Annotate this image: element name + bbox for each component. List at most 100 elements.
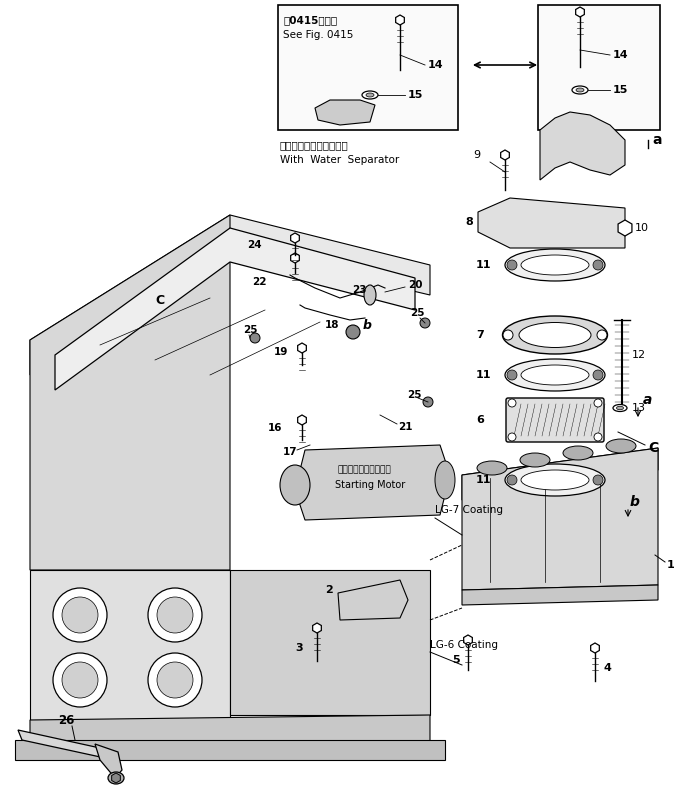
Polygon shape (15, 740, 445, 760)
Text: 11: 11 (476, 370, 491, 380)
FancyBboxPatch shape (506, 398, 604, 442)
Text: 20: 20 (408, 280, 423, 290)
Text: 13: 13 (632, 403, 646, 413)
Text: 11: 11 (476, 475, 491, 485)
Circle shape (507, 370, 517, 380)
Circle shape (157, 662, 193, 698)
Circle shape (62, 662, 98, 698)
Circle shape (508, 433, 516, 441)
Polygon shape (30, 715, 430, 745)
Text: 23: 23 (352, 285, 367, 295)
Circle shape (53, 653, 107, 707)
Circle shape (157, 597, 193, 633)
Polygon shape (18, 730, 105, 758)
Ellipse shape (521, 365, 589, 385)
Ellipse shape (502, 316, 608, 354)
Text: 17: 17 (283, 447, 298, 457)
Polygon shape (295, 445, 450, 520)
Text: 3: 3 (295, 643, 302, 653)
Circle shape (503, 330, 513, 340)
Text: LG-7 Coating: LG-7 Coating (435, 505, 503, 515)
Text: 25: 25 (407, 390, 421, 400)
Circle shape (507, 475, 517, 485)
Polygon shape (30, 570, 230, 720)
Circle shape (593, 475, 603, 485)
Circle shape (508, 399, 516, 407)
Ellipse shape (520, 453, 550, 467)
Circle shape (346, 325, 360, 339)
Text: 14: 14 (428, 60, 443, 70)
Text: 8: 8 (465, 217, 472, 227)
Circle shape (53, 588, 107, 642)
Circle shape (594, 433, 602, 441)
Ellipse shape (366, 93, 374, 97)
Polygon shape (55, 228, 415, 390)
Text: 25: 25 (243, 325, 257, 335)
Circle shape (148, 653, 202, 707)
Text: 15: 15 (613, 85, 628, 95)
Text: 9: 9 (473, 150, 480, 160)
Text: 6: 6 (476, 415, 484, 425)
Text: 11: 11 (476, 260, 491, 270)
Text: 5: 5 (452, 655, 460, 665)
Text: 2: 2 (325, 585, 333, 595)
Polygon shape (478, 198, 625, 248)
Circle shape (250, 333, 260, 343)
Ellipse shape (435, 461, 455, 499)
Circle shape (597, 330, 607, 340)
Text: With  Water  Separator: With Water Separator (280, 155, 399, 165)
Circle shape (593, 370, 603, 380)
Ellipse shape (364, 285, 376, 305)
Bar (538, 5, 660, 130)
Bar (278, 5, 458, 130)
Text: 18: 18 (325, 320, 340, 330)
Text: ウォータセパレータ付き: ウォータセパレータ付き (280, 140, 349, 150)
Polygon shape (462, 448, 658, 590)
Ellipse shape (280, 465, 310, 505)
Ellipse shape (616, 407, 624, 410)
Polygon shape (540, 112, 625, 180)
Circle shape (423, 397, 433, 407)
Text: 10: 10 (635, 223, 649, 233)
Text: スターティングモータ: スターティングモータ (338, 465, 392, 474)
Polygon shape (338, 580, 408, 620)
Ellipse shape (521, 470, 589, 490)
Ellipse shape (505, 359, 605, 391)
Text: 12: 12 (632, 350, 646, 360)
Ellipse shape (519, 323, 591, 348)
Ellipse shape (613, 404, 627, 411)
Text: b: b (630, 495, 640, 509)
Circle shape (507, 260, 517, 270)
Text: LG-6 Coating: LG-6 Coating (430, 640, 498, 650)
Ellipse shape (362, 91, 378, 99)
Ellipse shape (477, 461, 507, 475)
Ellipse shape (505, 464, 605, 496)
Polygon shape (462, 585, 658, 605)
Text: 21: 21 (398, 422, 412, 432)
Polygon shape (30, 215, 430, 375)
Text: a: a (652, 133, 662, 147)
Text: 26: 26 (58, 713, 74, 726)
Text: 15: 15 (408, 90, 423, 100)
Polygon shape (95, 744, 122, 778)
Text: 第0415図参照: 第0415図参照 (283, 15, 337, 25)
Circle shape (62, 597, 98, 633)
Text: b: b (363, 319, 372, 332)
Ellipse shape (576, 88, 584, 92)
Ellipse shape (563, 446, 593, 460)
Polygon shape (230, 570, 430, 715)
Text: 14: 14 (613, 50, 628, 60)
Text: 4: 4 (603, 663, 611, 673)
Text: 24: 24 (247, 240, 262, 250)
Polygon shape (315, 100, 375, 125)
Text: C: C (155, 294, 164, 307)
Circle shape (420, 318, 430, 328)
Circle shape (593, 260, 603, 270)
Text: C: C (648, 441, 658, 455)
Circle shape (148, 588, 202, 642)
Polygon shape (462, 448, 658, 500)
Text: 25: 25 (410, 308, 425, 318)
Ellipse shape (521, 255, 589, 275)
Text: a: a (643, 393, 652, 407)
Circle shape (594, 399, 602, 407)
